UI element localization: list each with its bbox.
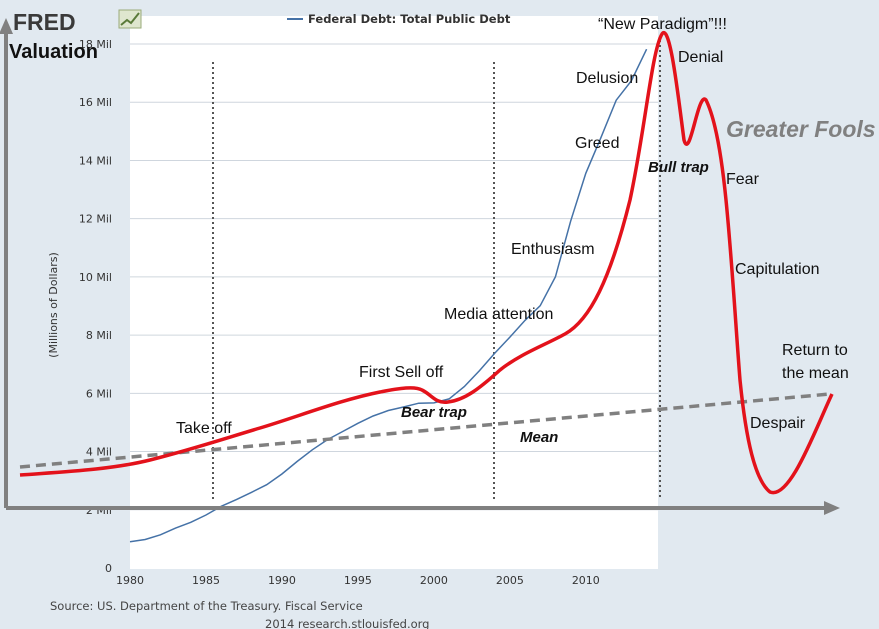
y-tick-label: 12 Mil bbox=[79, 213, 112, 226]
source-line: Source: US. Department of the Treasury. … bbox=[50, 599, 363, 613]
fred-logo-chart-icon bbox=[118, 9, 142, 29]
annotation-return-to: Return to bbox=[782, 342, 848, 359]
annotation-greed: Greed bbox=[575, 135, 619, 152]
x-tick-label: 2005 bbox=[496, 574, 524, 587]
y-tick-label: 16 Mil bbox=[79, 96, 112, 109]
annotation-first-sell-off: First Sell off bbox=[359, 364, 444, 381]
annotation-mean: Mean bbox=[520, 429, 558, 446]
annotation-bear-trap: Bear trap bbox=[401, 404, 467, 421]
annotation-denial: Denial bbox=[678, 49, 723, 66]
fred-logo-chart-icon-box bbox=[118, 9, 142, 29]
annotation-valuation: Valuation bbox=[9, 41, 98, 63]
fred-logo-chart-icon-line bbox=[120, 12, 140, 26]
y-tick-label: 0 bbox=[105, 562, 112, 575]
annotation-the-mean: the mean bbox=[782, 365, 849, 382]
x-tick-labels: 1980 1985 1990 1995 2000 2005 2010 bbox=[116, 574, 600, 587]
mean-line bbox=[19, 392, 831, 469]
gridlines bbox=[130, 43, 658, 511]
annotation-bull-trap: Bull trap bbox=[648, 159, 709, 176]
y-tick-label: 4 Mil bbox=[86, 446, 112, 459]
x-tick-label: 1995 bbox=[344, 574, 372, 587]
y-tick-label: 6 Mil bbox=[86, 387, 112, 400]
x-tick-label: 2000 bbox=[420, 574, 448, 587]
valuation-axes bbox=[0, 18, 840, 515]
bubble-phase-curve bbox=[19, 30, 834, 495]
annotation-enthusiasm: Enthusiasm bbox=[511, 241, 595, 258]
annotation-fear: Fear bbox=[726, 171, 760, 188]
source-url: 2014 research.stlouisfed.org bbox=[265, 617, 429, 629]
plot-area bbox=[130, 16, 658, 569]
y-tick-labels: 0 2 Mil 4 Mil 6 Mil 8 Mil 10 Mil 12 Mil 14 Mil 1… bbox=[79, 38, 112, 575]
annotation-despair: Despair bbox=[750, 415, 806, 432]
y-tick-label: 14 Mil bbox=[79, 154, 112, 167]
y-axis-arrowhead bbox=[0, 18, 13, 34]
annotation-media-attention: Media attention bbox=[444, 306, 553, 323]
x-axis-arrowhead bbox=[824, 501, 840, 515]
y-tick-label: 8 Mil bbox=[86, 329, 112, 342]
legend-label: Federal Debt: Total Public Debt bbox=[308, 12, 511, 26]
y-axis-title: (Millions of Dollars) bbox=[47, 252, 60, 358]
annotation-delusion: Delusion bbox=[576, 70, 638, 87]
annotation-new-paradigm: “New Paradigm”!!! bbox=[598, 16, 727, 33]
annotation-take-off: Take off bbox=[176, 420, 232, 437]
x-tick-label: 1985 bbox=[192, 574, 220, 587]
annotation-capitulation: Capitulation bbox=[735, 261, 820, 278]
x-tick-label: 1990 bbox=[268, 574, 296, 587]
chart-legend: Federal Debt: Total Public Debt bbox=[287, 12, 511, 26]
x-tick-label: 2010 bbox=[572, 574, 600, 587]
fred-logo: FRED bbox=[13, 9, 142, 35]
x-tick-label: 1980 bbox=[116, 574, 144, 587]
y-tick-label: 2 Mil bbox=[86, 504, 112, 517]
annotation-greater-fools: Greater Fools bbox=[726, 116, 876, 142]
y-tick-label: 18 Mil bbox=[79, 38, 112, 51]
y-tick-label: 10 Mil bbox=[79, 271, 112, 284]
fred-logo-text: FRED bbox=[13, 9, 76, 35]
